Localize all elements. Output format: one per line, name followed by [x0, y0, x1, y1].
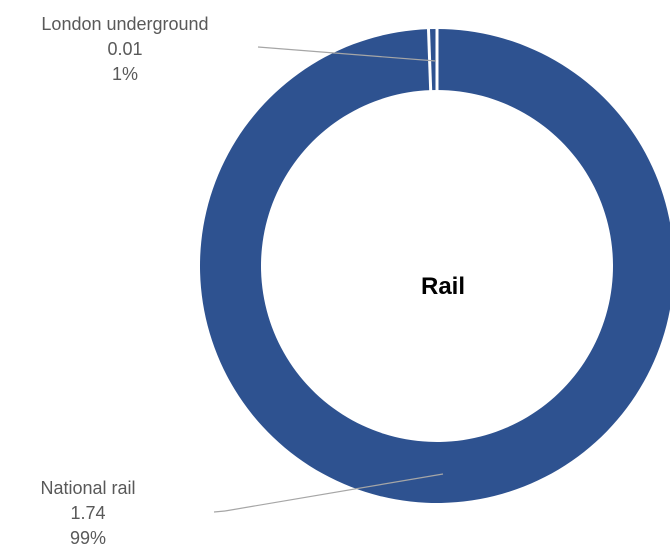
slice-label-national-rail-value: 1.74	[70, 503, 105, 523]
slice-label-london-underground-name: London underground	[41, 14, 208, 34]
slice-label-london-underground-value: 0.01	[107, 39, 142, 59]
center-label: Rail	[421, 273, 465, 300]
leader-line-london-underground	[257, 46, 437, 62]
slice-label-national-rail-name: National rail	[40, 478, 135, 498]
slice-separators	[426, 27, 439, 93]
leader-line-national-rail-segment	[224, 473, 444, 512]
slice-label-london-underground-percent: 1%	[112, 64, 138, 84]
donut-slices	[200, 29, 670, 503]
slice-label-national-rail-percent: 99%	[70, 528, 106, 546]
leader-line-national-rail	[213, 510, 226, 513]
slice-separator	[426, 27, 433, 93]
slice-national-rail	[200, 29, 670, 503]
